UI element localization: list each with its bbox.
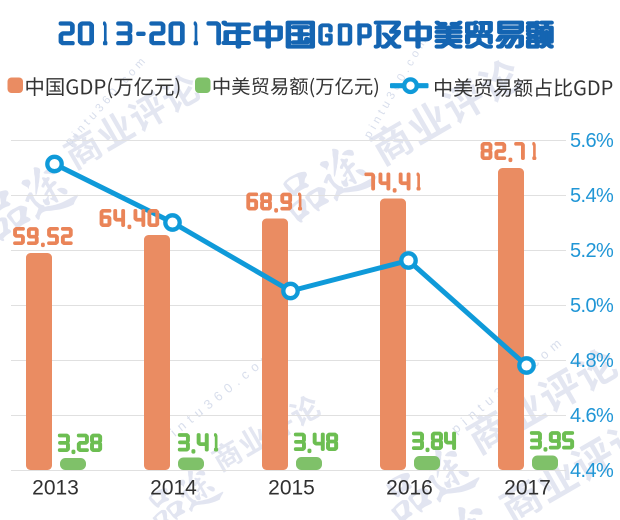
svg-text:4.4%: 4.4% — [570, 460, 614, 482]
svg-text:2013: 2013 — [32, 477, 79, 500]
svg-text:5.0%: 5.0% — [570, 295, 614, 317]
svg-text:5.4%: 5.4% — [570, 185, 614, 207]
svg-text:4.6%: 4.6% — [570, 405, 614, 427]
svg-text:2015: 2015 — [268, 477, 315, 500]
svg-text:4.8%: 4.8% — [570, 350, 614, 372]
svg-text:2016: 2016 — [386, 477, 433, 500]
svg-text:2017: 2017 — [504, 477, 551, 500]
svg-text:5.6%: 5.6% — [570, 130, 614, 152]
svg-text:5.2%: 5.2% — [570, 240, 614, 262]
svg-text:2014: 2014 — [150, 477, 197, 500]
